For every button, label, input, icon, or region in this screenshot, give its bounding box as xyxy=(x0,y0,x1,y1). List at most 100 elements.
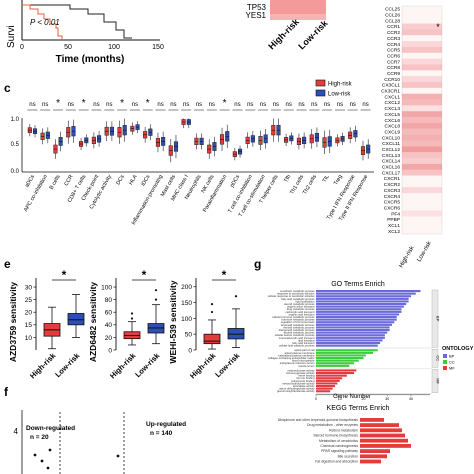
go-term-label: vesicle lumen xyxy=(298,364,315,368)
survival-pvalue: P < 0.01 xyxy=(30,18,60,27)
drug-ytick: 200 xyxy=(181,284,192,291)
chemokine-cell xyxy=(402,111,442,118)
immune-significance: ns xyxy=(209,102,215,108)
drug-xlabel: Low-risk xyxy=(213,350,242,379)
go-term-label: apical part of cell xyxy=(294,348,315,352)
chemokine-gene-label: XCL1 xyxy=(388,223,400,229)
go-xtick: 0 xyxy=(315,397,317,401)
chemokine-cell xyxy=(402,175,442,182)
kegg-term-label: Retinol metabolism xyxy=(329,428,358,432)
go-term-label: apical plasma membrane xyxy=(284,351,315,355)
chemokine-labels: CCL25CCL26CCL28CCR1CCR2CCR3CCR4CCR5CCR6C… xyxy=(381,7,400,235)
gene-col-label: High-risk xyxy=(266,16,301,51)
drug-ytick: 0 xyxy=(188,347,192,354)
chemokine-significance: * xyxy=(436,22,440,32)
drug-ytick: 20 xyxy=(25,310,33,317)
kegg-term-label: Chemical carcinogenesis xyxy=(320,444,358,448)
chemokine-cell xyxy=(402,17,442,24)
chemokine-gene-label: CXCL17 xyxy=(382,170,400,176)
volcano-panel: f 4 Down-regulated n = 20 Up-regulated n… xyxy=(4,385,186,474)
immune-significance: ns xyxy=(362,102,368,108)
chemokine-gene-label: CCR5 xyxy=(387,48,400,54)
chemokine-cell xyxy=(402,122,442,129)
volcano-points xyxy=(33,448,120,470)
go-title: GO Terms Enrich xyxy=(331,281,385,288)
go-bar-BP xyxy=(316,310,402,313)
immune-significance: ns xyxy=(196,102,202,108)
chemokine-gene-label: CCL25 xyxy=(385,7,400,13)
go-term-label: collagen-containing extracellular matrix xyxy=(268,356,315,360)
go-xtick: 10 xyxy=(338,397,342,401)
chemokine-cell xyxy=(402,140,442,147)
immune-significance: ns xyxy=(350,102,356,108)
go-bar-BP xyxy=(316,339,383,342)
chemokine-gene-label: CCR3 xyxy=(387,36,400,42)
survival-tick-150: 150 xyxy=(152,44,164,51)
immune-significance: ns xyxy=(247,102,253,108)
immune-ytick: 0.0 xyxy=(11,169,20,175)
go-term-label: monocarboxylic acid transport xyxy=(279,336,315,340)
immune-category-label: CCR xyxy=(64,174,75,187)
chemokine-gene-label: CCL26 xyxy=(385,13,400,19)
go-term-label: carboxylic acid transport xyxy=(286,310,315,314)
go-xtick: 20 xyxy=(362,397,366,401)
drug-outlier xyxy=(130,312,134,315)
ontology-legend-label: MF xyxy=(449,366,455,371)
drug-ytick: 60 xyxy=(105,310,113,317)
drug-outlier xyxy=(130,317,134,320)
chemokine-cell xyxy=(402,41,442,47)
go-xlabel: Gene Number xyxy=(333,394,371,400)
drug-ylabel: AZD3759 sensitivity xyxy=(8,282,18,363)
immune-significance: ns xyxy=(68,102,74,108)
chemokine-cell xyxy=(402,23,442,30)
volcano-point xyxy=(48,448,52,452)
go-bar-BP xyxy=(316,321,395,324)
chemokine-gene-label: CXCL5 xyxy=(385,112,401,118)
volcano-down-n: n = 20 xyxy=(30,434,49,441)
drug-significance: * xyxy=(62,268,67,282)
chemokine-heatmap-panel: CCL25CCL26CCL28CCR1CCR2CCR3CCR4CCR5CCR6C… xyxy=(381,5,443,269)
chemokine-cell xyxy=(402,93,442,100)
immune-significance: ns xyxy=(337,102,343,108)
chemokine-cell xyxy=(402,29,442,36)
gene-heatmap-cell xyxy=(270,14,326,20)
go-term-label: aromatase activity xyxy=(293,384,315,388)
chemokine-cell xyxy=(402,228,442,234)
drug-ylabel: AZD6482 sensitivity xyxy=(88,282,98,363)
volcano-down-label: Down-regulated xyxy=(26,425,75,432)
chemokine-cell xyxy=(402,169,442,176)
drug-xlabel: Low-risk xyxy=(53,350,82,379)
chemokine-cells xyxy=(401,5,443,235)
ontology-legend-label: BP xyxy=(449,354,455,359)
chemokine-cell xyxy=(402,46,442,53)
chemokine-gene-label: CCR4 xyxy=(387,42,400,48)
ontology-swatch xyxy=(443,366,447,370)
drug-outlier xyxy=(210,310,214,314)
go-bar-BP xyxy=(316,323,392,326)
immune-significance: * xyxy=(146,98,150,109)
go-bar-BP xyxy=(316,300,409,303)
chemokine-gene-label: CXCL3 xyxy=(385,106,401,112)
chemokine-gene-label: CXCR4 xyxy=(384,194,401,200)
volcano-point xyxy=(33,453,37,457)
survival-panel: Survi P < 0.01 0 50 100 150 Time (months… xyxy=(6,0,164,65)
go-bar-CC xyxy=(316,349,378,352)
drug-ytick: 15 xyxy=(25,322,33,329)
go-term-label: basolateral plasma membrane xyxy=(278,353,315,357)
immune-significance: ns xyxy=(273,102,279,108)
drug-outlier xyxy=(210,303,214,306)
drug-box-low xyxy=(67,313,85,326)
survival-tick-50: 50 xyxy=(64,44,72,51)
go-term-label: monooxygenase activity xyxy=(286,371,315,375)
chemokine-cell xyxy=(402,11,442,18)
gene-col-label: Low-risk xyxy=(296,17,330,51)
chemokine-gene-label: CXCL16 xyxy=(382,165,400,171)
immune-significance: ns xyxy=(324,102,330,108)
go-term-label: endoplasmic reticulum lumen xyxy=(280,361,315,365)
immune-significance: ns xyxy=(132,102,138,108)
go-term-label: terpenoid metabolic process xyxy=(281,323,315,327)
chemokine-gene-label: CXCR3 xyxy=(384,188,401,194)
kegg-term-label: Ubiquinone and other terpenoid-quinone b… xyxy=(278,418,359,422)
